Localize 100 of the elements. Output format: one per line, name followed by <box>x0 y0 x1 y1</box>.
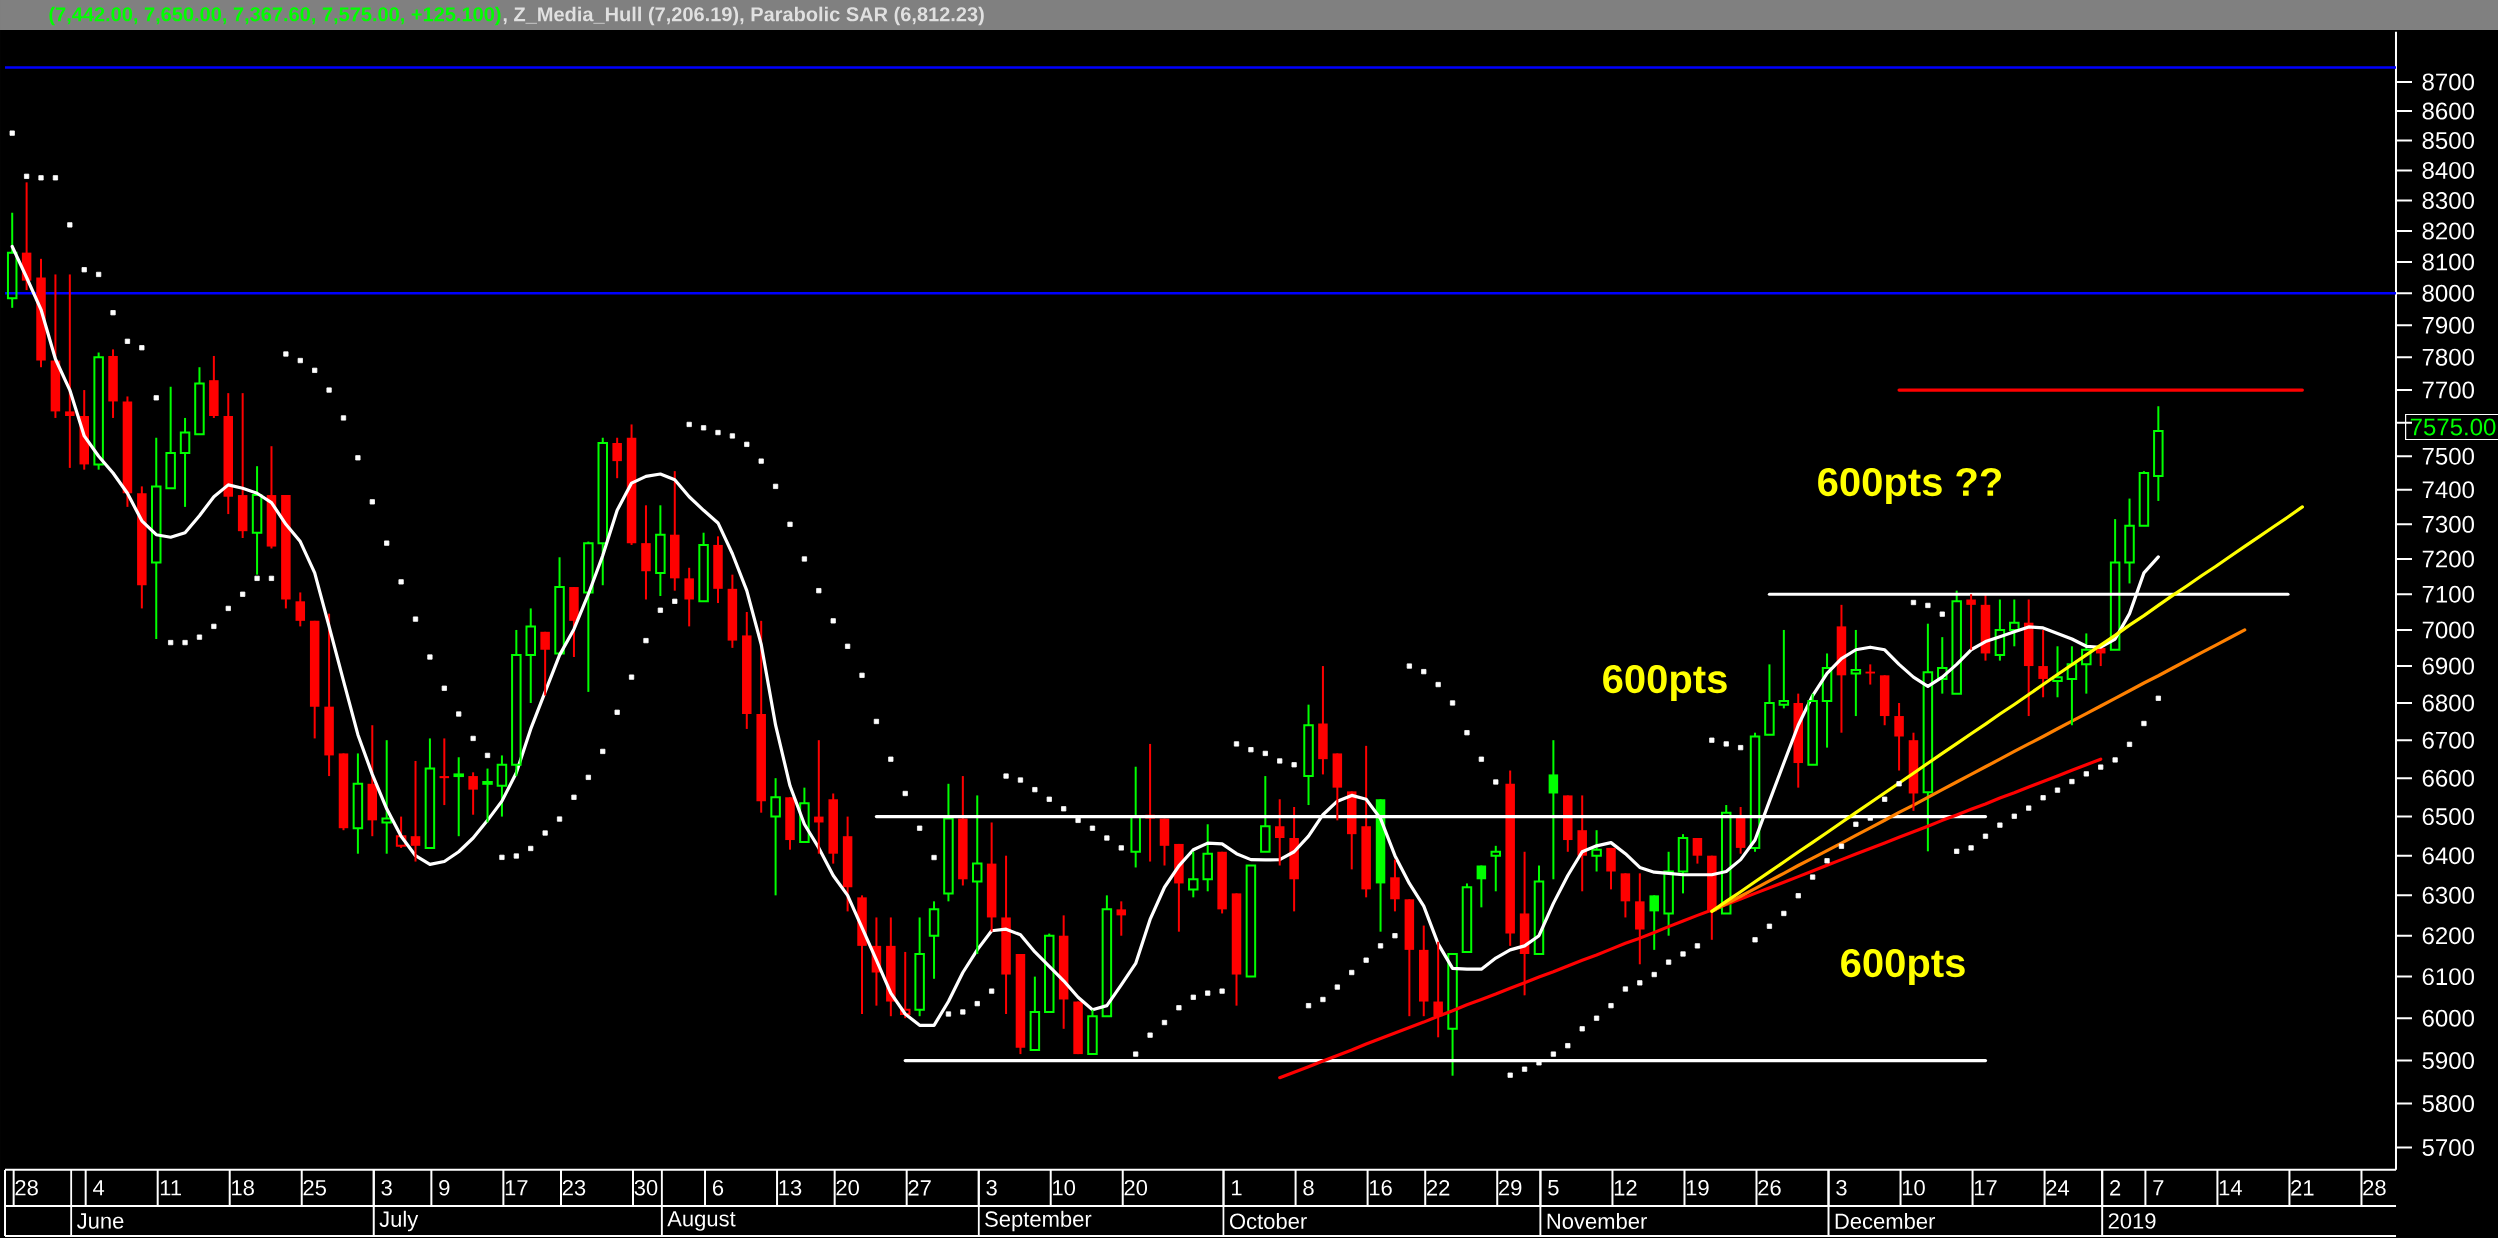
y-tick-label: 8700 <box>2422 73 2474 91</box>
y-tick-label: 5800 <box>2422 1095 2474 1113</box>
x-tick-label: 26 <box>1758 1179 1781 1196</box>
text: June <box>77 1213 124 1229</box>
candlestick <box>2124 497 2135 585</box>
candlestick <box>540 630 550 697</box>
y-tick-label: 6100 <box>2422 968 2474 986</box>
candlestick <box>972 794 983 955</box>
text: November <box>1547 1212 1647 1230</box>
y-tick-label: 6300 <box>2422 886 2474 904</box>
candlestick <box>1390 858 1400 913</box>
x-tick-label: 6 <box>712 1179 724 1196</box>
candlestick <box>1029 975 1041 1051</box>
y-tick-label: 8400 <box>2422 161 2474 179</box>
x-tick-label: 4 <box>93 1180 105 1196</box>
candlestick <box>655 504 666 598</box>
candlestick <box>1850 628 1862 718</box>
y-tick-label: 7000 <box>2422 621 2474 639</box>
candlestick <box>1260 775 1271 853</box>
candlestick <box>194 366 205 436</box>
candlestick <box>1303 703 1314 807</box>
x-tick-label: 7 <box>2153 1180 2164 1196</box>
x-tick-label: 3 <box>1836 1179 1847 1196</box>
candlestick <box>1245 864 1257 978</box>
candlestick <box>1994 598 2006 662</box>
candlestick <box>2153 405 2164 502</box>
candlestick <box>151 436 162 640</box>
x-tick-label: 9 <box>439 1179 450 1196</box>
candlestick <box>65 273 75 469</box>
x-tick-label: 19 <box>1686 1179 1709 1196</box>
x-tick-label: 28 <box>2363 1179 2386 1196</box>
y-tick-label: 8600 <box>2422 102 2474 120</box>
candlestick <box>251 465 263 576</box>
text: 2019 <box>2108 1213 2156 1229</box>
y-tick-label: 6600 <box>2422 769 2474 787</box>
y-tick-label: 7100 <box>2422 585 2474 603</box>
candlestick <box>439 737 450 807</box>
x-tick-label: 17 <box>1974 1180 1997 1196</box>
candlestick <box>1591 829 1602 873</box>
y-tick-label: 7400 <box>2422 481 2474 499</box>
x-tick-label: 8 <box>1303 1179 1314 1196</box>
y-tick-label: 8500 <box>2422 132 2474 149</box>
x-tick-label: 12 <box>1614 1180 1637 1196</box>
y-tick-label: 6500 <box>2422 808 2474 826</box>
candlestick <box>496 754 508 818</box>
x-tick-label: 24 <box>2046 1180 2070 1196</box>
x-tick-label: 17 <box>505 1180 528 1196</box>
candlestick <box>612 436 622 480</box>
x-tick-label: 2 <box>2110 1180 2121 1196</box>
candlestick <box>453 756 464 838</box>
candlestick <box>1894 701 1904 772</box>
candlestick <box>468 771 478 816</box>
y-tick-label: 5700 <box>2422 1139 2474 1157</box>
text: December <box>1835 1212 1936 1230</box>
x-tick-label: 25 <box>303 1179 326 1196</box>
x-tick-label: 21 <box>2291 1180 2314 1196</box>
text: July <box>379 1210 419 1232</box>
candlestick <box>352 752 364 855</box>
candlestick <box>698 531 709 603</box>
x-tick-label: 20 <box>836 1179 859 1196</box>
text: October <box>1230 1212 1307 1230</box>
y-tick-label: 8100 <box>2422 253 2474 271</box>
x-tick-label: 16 <box>1369 1179 1392 1196</box>
x-tick-label: 10 <box>1053 1179 1076 1196</box>
candlestick <box>381 739 392 855</box>
x-tick-label: 23 <box>562 1179 586 1196</box>
y-tick-label: 7700 <box>2422 381 2474 399</box>
candlestick <box>1922 622 1934 853</box>
y-tick-label: 6200 <box>2422 927 2474 945</box>
x-tick-label: 13 <box>779 1179 802 1196</box>
x-tick-label: 3 <box>986 1179 997 1196</box>
x-tick-label: 3 <box>381 1179 392 1196</box>
candlestick <box>295 591 306 628</box>
candlestick <box>1720 804 1732 915</box>
candlestick <box>6 211 18 309</box>
y-tick-label: 6400 <box>2422 847 2474 865</box>
candlestick <box>410 759 421 863</box>
y-tick-label: 7800 <box>2422 348 2474 366</box>
y-tick-label: 6000 <box>2422 1009 2474 1027</box>
annotation: 600pts <box>1603 664 1727 702</box>
y-tick-label: 8000 <box>2422 284 2474 302</box>
candlestick <box>1606 846 1616 891</box>
candlestick <box>424 737 436 849</box>
annotation: 600pts <box>1841 948 1965 986</box>
chart-title: (7,442.00, 7,650.00, 7,367.60, 7,575.00, +125.100) <box>49 6 501 26</box>
text: August <box>667 1211 736 1231</box>
annotation: 600pts ?? <box>1818 467 2002 505</box>
x-tick-label: 30 <box>634 1179 658 1196</box>
y-tick-label: 7500 <box>2422 447 2474 465</box>
candlestick <box>1548 739 1559 881</box>
x-tick-label: 29 <box>1499 1179 1522 1196</box>
candlestick <box>1663 850 1674 937</box>
candlestick <box>2109 518 2121 651</box>
y-tick-label: 7300 <box>2422 515 2474 533</box>
candlestick <box>1433 940 1443 1039</box>
x-tick-label: 14 <box>2219 1180 2242 1196</box>
x-tick-label: 18 <box>232 1179 254 1196</box>
x-tick-label: 11 <box>160 1180 181 1196</box>
candlestick <box>1649 894 1659 951</box>
y-tick-label: 6900 <box>2422 657 2474 675</box>
